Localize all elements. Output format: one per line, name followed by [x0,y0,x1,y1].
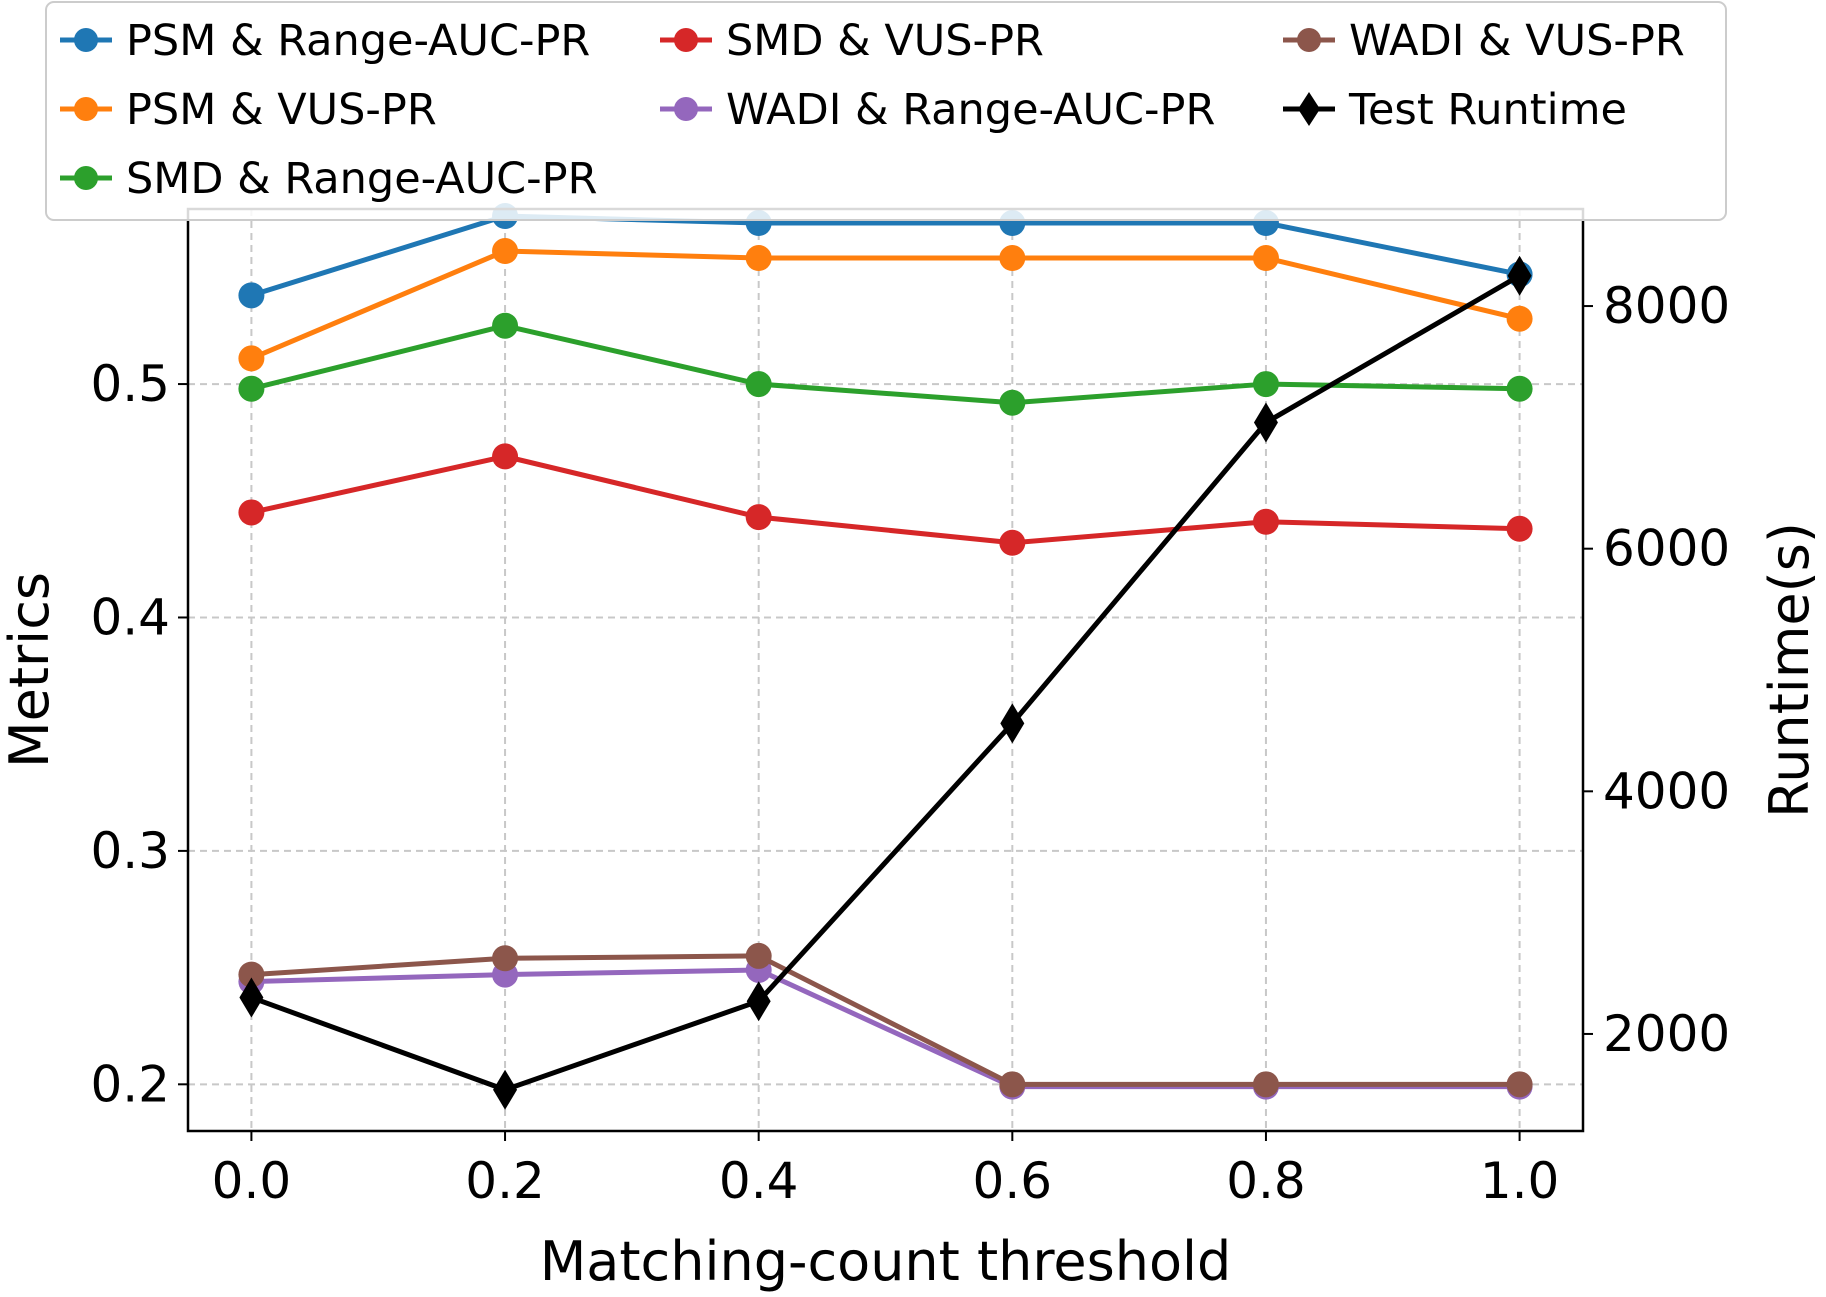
axes: 0.0 0.2 0.4 0.6 0.8 1.0 0.2 0.3 0.4 0.5 2000 4000 60… [90,277,1730,1210]
series-smd-range-auc-pr [238,312,1533,416]
legend-label: WADI & VUS-PR [1349,16,1685,66]
data-point [1506,305,1533,332]
x-tick-label: 0.8 [1226,1152,1306,1210]
y-axis-title: Metrics [0,572,61,768]
data-point [492,312,519,339]
data-point [745,942,772,969]
legend-label: SMD & VUS-PR [726,16,1044,66]
data-point [745,245,772,272]
legend-item-test-runtime: Test Runtime [1283,85,1627,135]
legend-item-psm-range-auc-pr: PSM & Range-AUC-PR [60,16,590,66]
data-point [1253,402,1278,443]
data-point [238,499,265,526]
data-point [999,529,1026,556]
y-tick-label: 0.5 [90,355,170,413]
legend-marker [674,97,698,121]
data-point [999,389,1026,416]
data-point [1252,508,1279,535]
data-point [238,375,265,402]
series-wadi-vus-pr [238,942,1533,1098]
data-point [1506,375,1533,402]
data-point [999,245,1026,272]
legend-label: SMD & Range-AUC-PR [126,154,597,204]
data-point [238,282,265,309]
legend-item-wadi-range-auc-pr: WADI & Range-AUC-PR [660,85,1215,135]
data-point [745,371,772,398]
y2-tick-label: 6000 [1603,520,1730,578]
series-psm-vus-pr [238,238,1533,372]
data-point [492,238,519,265]
data-point [492,443,519,470]
series-line [250,323,1520,406]
x-tick-label: 0.0 [212,1152,292,1210]
legend-item-psm-vus-pr: PSM & VUS-PR [60,85,437,135]
x-tick-label: 0.4 [719,1152,799,1210]
legend-marker [74,28,98,52]
y2-tick-label: 8000 [1603,277,1730,335]
data-point [1252,1071,1279,1098]
series-test-runtime [239,255,1532,1110]
data-point [1506,515,1533,542]
y2-tick-label: 4000 [1603,762,1730,820]
legend-marker [1298,92,1320,126]
legend-marker [1297,28,1321,52]
x-tick-label: 1.0 [1480,1152,1560,1210]
y-tick-label: 0.4 [90,588,170,646]
data-point [1252,371,1279,398]
data-point [1506,1071,1533,1098]
series-line [250,273,1521,1093]
y-tick-label: 0.3 [90,822,170,880]
series-smd-vus-pr [238,443,1533,556]
legend-marker [74,97,98,121]
series-line [250,213,1521,298]
data-point [493,1069,518,1110]
legend-label: PSM & VUS-PR [126,85,437,135]
data-point [1000,703,1025,744]
legend-item-smd-range-auc-pr: SMD & Range-AUC-PR [60,154,597,204]
data-point [492,945,519,972]
legend-marker [74,166,98,190]
x-tick-label: 0.6 [973,1152,1053,1210]
legend-frame [45,1,1727,221]
x-axis-title: Matching-count threshold [540,1230,1232,1293]
data-point [1252,245,1279,272]
data-point [745,504,772,531]
y-tick-label: 0.2 [90,1055,170,1113]
series-line [250,248,1521,361]
y2-axis-title: Runtime(s) [1758,522,1821,818]
data-point [238,345,265,372]
x-tick-label: 0.2 [465,1152,545,1210]
data-point [1507,255,1532,296]
y2-tick-label: 2000 [1603,1005,1730,1063]
legend-label: PSM & Range-AUC-PR [126,16,590,66]
data-point [746,981,771,1022]
legend-marker [674,28,698,52]
series-line [251,953,1520,1087]
data-point [239,977,264,1018]
legend-item-smd-vus-pr: SMD & VUS-PR [660,16,1044,66]
legend-label: WADI & Range-AUC-PR [726,85,1215,135]
data-point [999,1071,1026,1098]
legend: PSM & Range-AUC-PR PSM & VUS-PR SMD & Rang… [45,1,1727,221]
series-line [250,453,1520,546]
legend-item-wadi-vus-pr: WADI & VUS-PR [1283,16,1685,66]
data-point [238,961,265,988]
legend-label: Test Runtime [1348,85,1627,135]
